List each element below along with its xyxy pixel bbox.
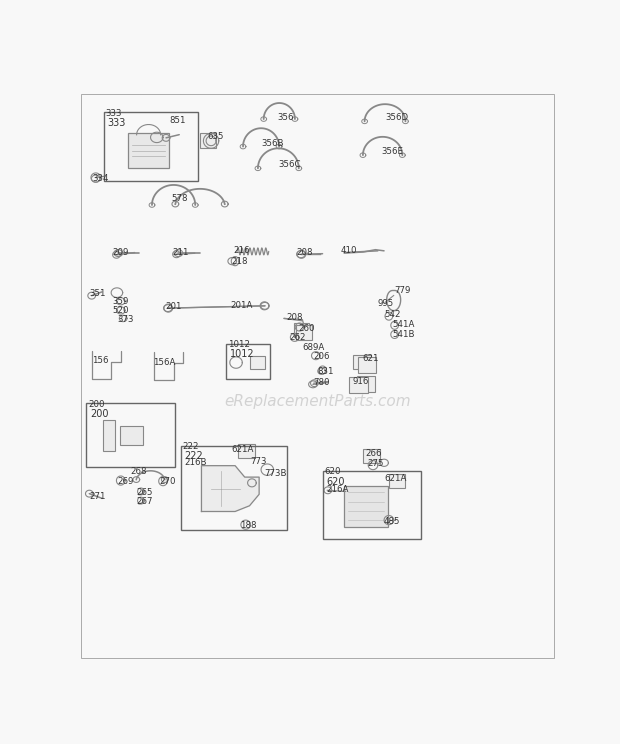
FancyBboxPatch shape	[358, 357, 376, 373]
Text: 216: 216	[234, 246, 250, 255]
Text: 1012: 1012	[230, 350, 255, 359]
Text: 201A: 201A	[230, 301, 253, 310]
Text: 208: 208	[286, 312, 303, 322]
FancyBboxPatch shape	[128, 133, 169, 168]
Text: 779: 779	[394, 286, 411, 295]
Text: 216A: 216A	[326, 484, 349, 494]
Polygon shape	[202, 466, 259, 511]
Text: 780: 780	[313, 378, 329, 387]
Text: 831: 831	[317, 367, 334, 376]
Text: 334: 334	[92, 174, 108, 183]
FancyBboxPatch shape	[389, 474, 405, 488]
Text: 520: 520	[112, 306, 128, 315]
Text: 635: 635	[207, 132, 224, 141]
Text: 373: 373	[117, 315, 133, 324]
Text: eReplacementParts.com: eReplacementParts.com	[224, 394, 411, 409]
Text: 485: 485	[384, 517, 401, 526]
Text: 356D: 356D	[385, 113, 408, 123]
FancyBboxPatch shape	[294, 323, 309, 337]
FancyBboxPatch shape	[120, 426, 143, 445]
Text: 260: 260	[298, 324, 315, 333]
Text: 689A: 689A	[303, 343, 325, 352]
Text: 156: 156	[92, 356, 108, 365]
FancyBboxPatch shape	[350, 377, 368, 393]
Text: 773B: 773B	[264, 469, 286, 478]
Text: 269: 269	[117, 477, 133, 486]
Text: 266: 266	[366, 449, 383, 458]
Text: 222: 222	[185, 452, 203, 461]
FancyBboxPatch shape	[238, 444, 255, 458]
Text: 209: 209	[112, 248, 128, 257]
FancyBboxPatch shape	[296, 325, 311, 340]
FancyBboxPatch shape	[250, 356, 265, 370]
Text: 188: 188	[240, 522, 257, 530]
Text: 541A: 541A	[392, 320, 415, 330]
Text: 156A: 156A	[153, 358, 176, 367]
Text: 200: 200	[88, 400, 105, 409]
Text: 621A: 621A	[384, 475, 407, 484]
Text: 268: 268	[130, 467, 147, 476]
Text: 356E: 356E	[381, 147, 403, 155]
Text: 267: 267	[136, 497, 153, 506]
Text: 621: 621	[362, 354, 378, 363]
Text: 1012: 1012	[228, 340, 250, 349]
Text: 916: 916	[352, 377, 369, 386]
Text: 773: 773	[250, 457, 267, 466]
Text: 621A: 621A	[231, 445, 254, 454]
Text: 206: 206	[313, 353, 329, 362]
Text: 218: 218	[231, 257, 248, 266]
Text: 333: 333	[105, 109, 122, 118]
Text: 541B: 541B	[392, 330, 415, 339]
Text: 333: 333	[108, 118, 126, 128]
Text: 578: 578	[171, 193, 188, 202]
Text: 216B: 216B	[184, 458, 206, 467]
Text: 851: 851	[170, 116, 186, 125]
Text: 271: 271	[89, 492, 106, 501]
Text: 222: 222	[182, 442, 199, 452]
FancyBboxPatch shape	[344, 486, 388, 527]
Text: 542: 542	[384, 310, 401, 319]
Text: 351: 351	[89, 289, 106, 298]
Text: 208: 208	[296, 248, 312, 257]
Text: 201: 201	[165, 303, 182, 312]
FancyBboxPatch shape	[200, 133, 216, 148]
Text: 995: 995	[378, 299, 394, 308]
Text: 211: 211	[172, 248, 189, 257]
FancyBboxPatch shape	[103, 420, 115, 451]
Text: 359: 359	[112, 297, 128, 306]
Text: 275: 275	[368, 459, 384, 468]
Text: 410: 410	[341, 246, 357, 255]
Text: 200: 200	[90, 409, 108, 419]
Text: 262: 262	[289, 333, 306, 342]
Text: 620: 620	[324, 467, 341, 476]
Text: 270: 270	[159, 477, 175, 486]
Text: 356C: 356C	[278, 161, 301, 170]
FancyBboxPatch shape	[363, 449, 379, 463]
Text: 356: 356	[277, 113, 294, 123]
FancyBboxPatch shape	[356, 376, 375, 392]
Text: 620: 620	[326, 477, 345, 487]
Text: 356B: 356B	[261, 139, 283, 148]
Text: 265: 265	[136, 487, 153, 496]
FancyBboxPatch shape	[353, 355, 371, 370]
